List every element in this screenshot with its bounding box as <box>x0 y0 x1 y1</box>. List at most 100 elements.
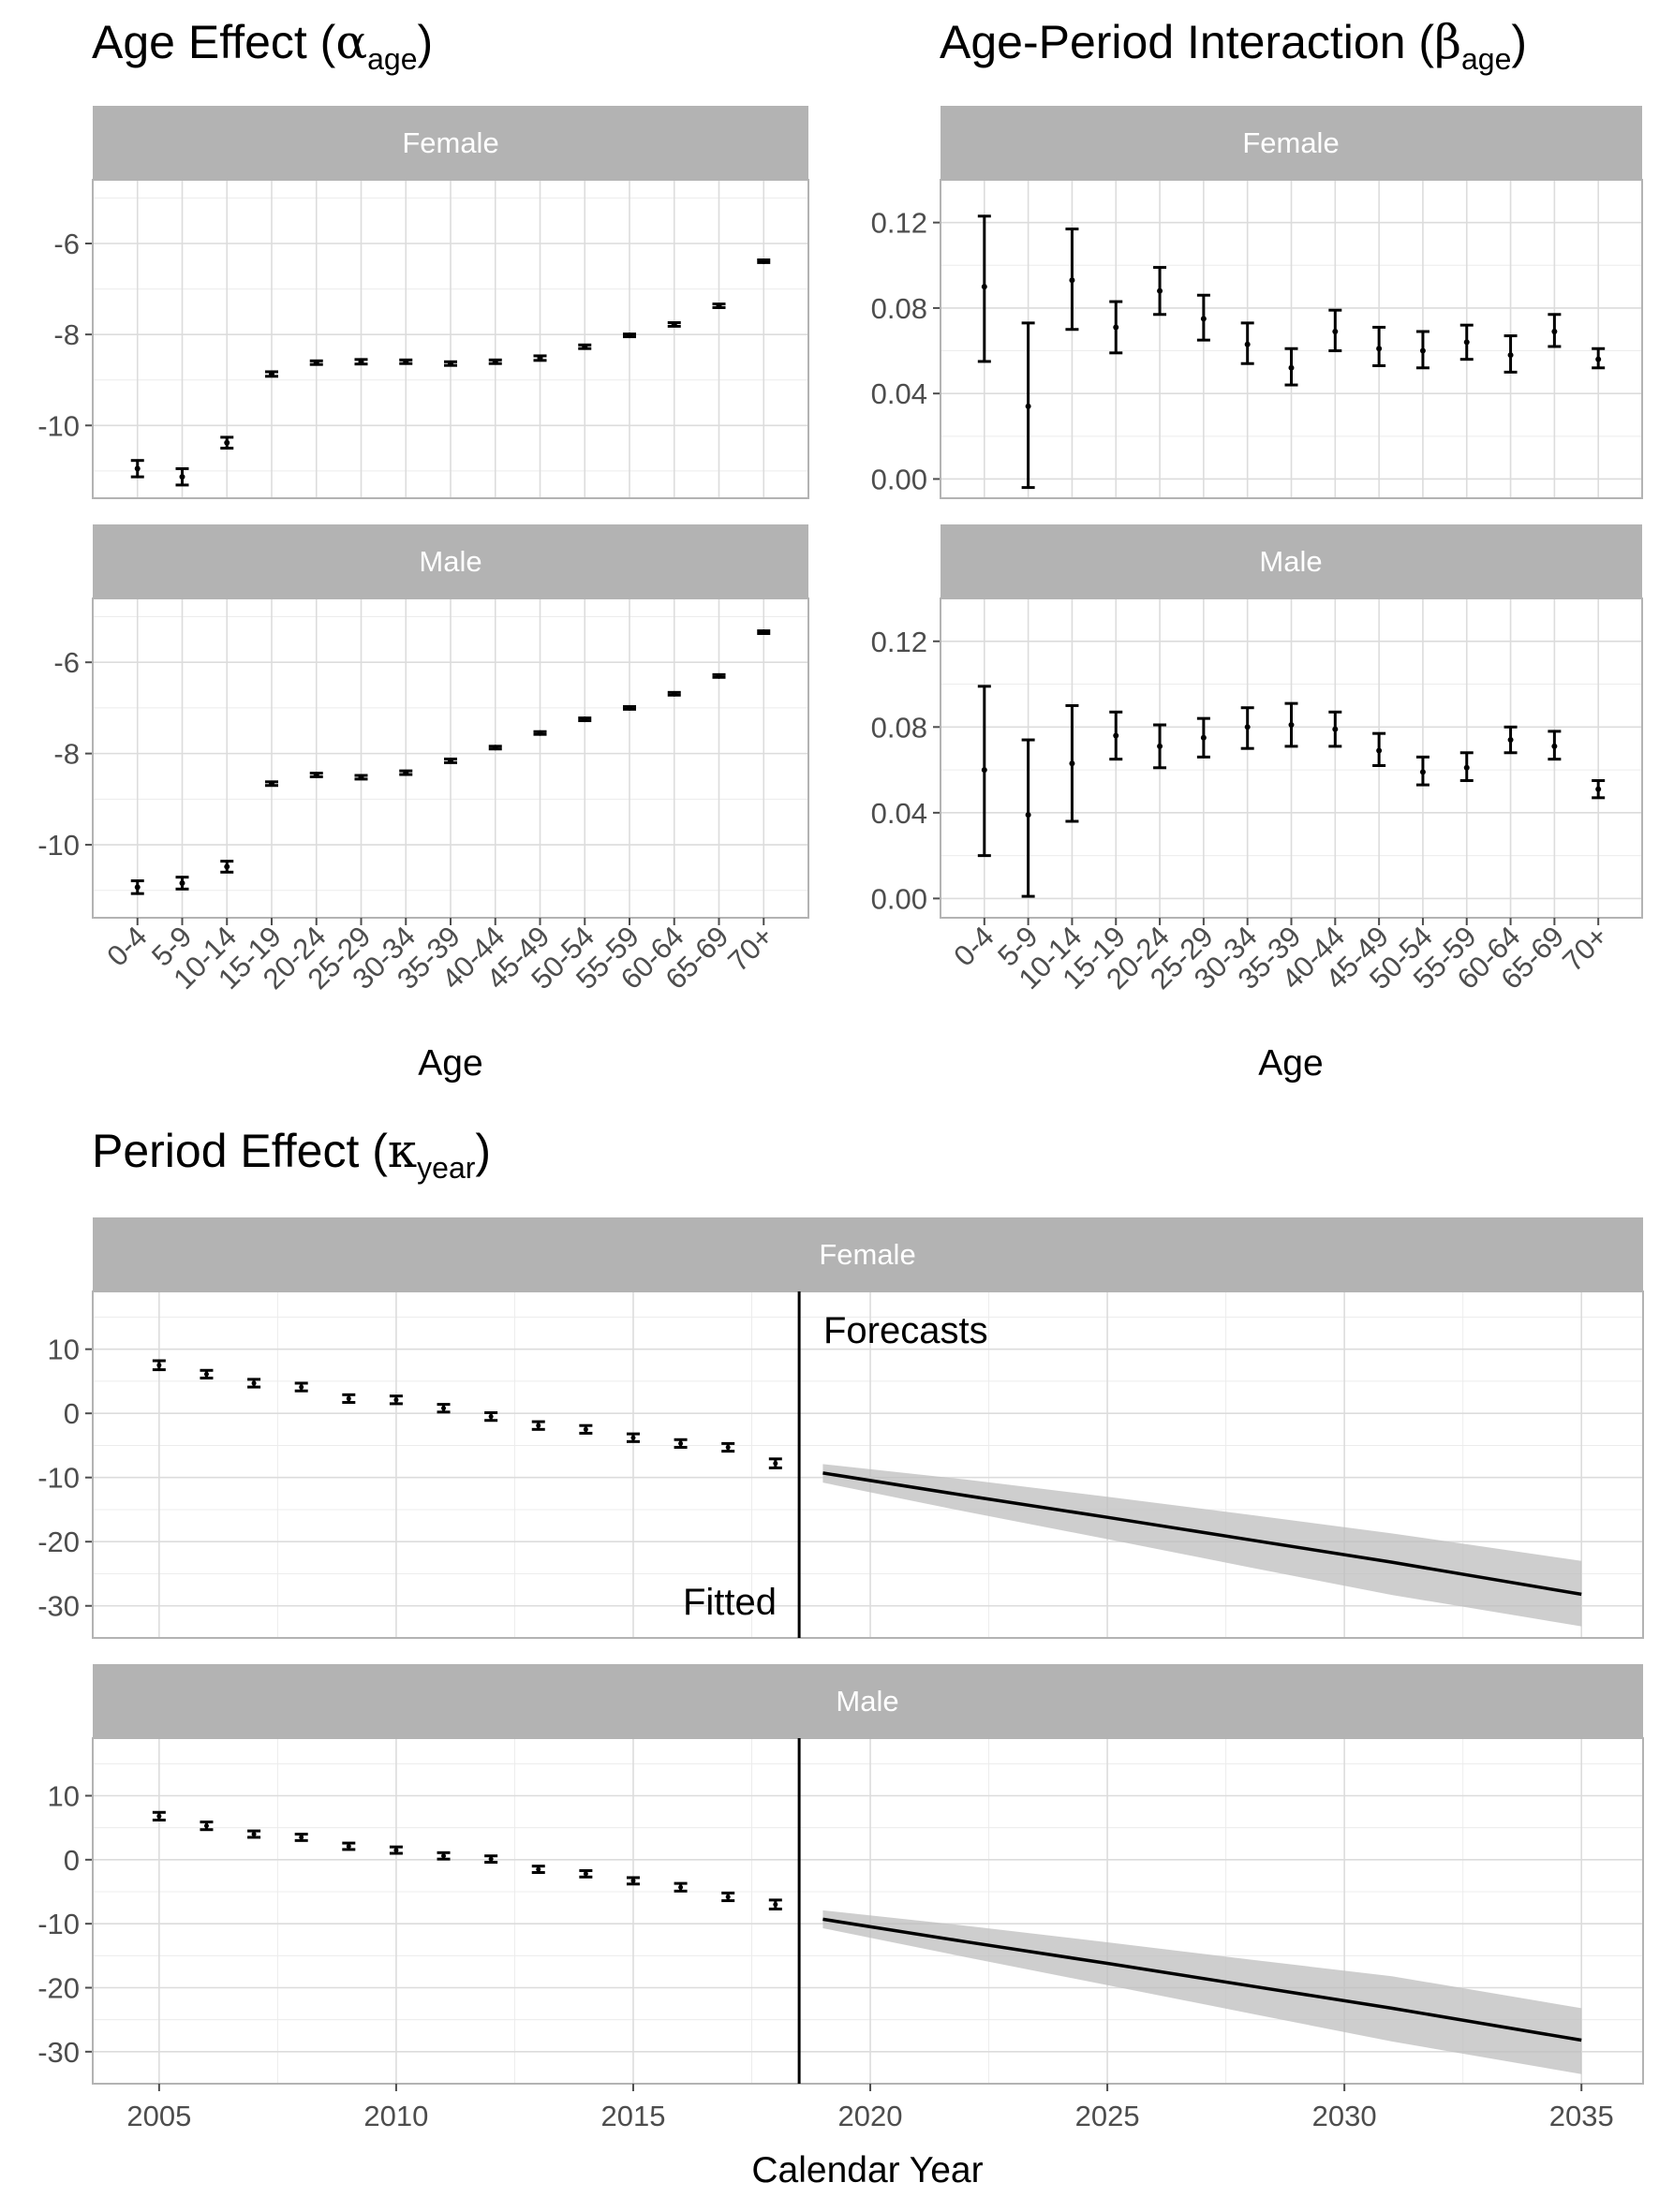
period-errorbar-2012 <box>484 1854 498 1865</box>
point <box>1288 364 1295 371</box>
strip-beta-male <box>941 524 1642 598</box>
age-effect-errorbar-30-34 <box>399 769 413 776</box>
point <box>1419 347 1426 354</box>
point <box>393 1848 399 1853</box>
period-y-tick-label: -20 <box>37 1972 80 2005</box>
period-y-tick-label: -30 <box>37 1590 80 1623</box>
age-effect-errorbar-10-14 <box>220 860 234 874</box>
age-effect-errorbar-5-9 <box>175 466 189 487</box>
point <box>203 1371 209 1377</box>
age-effect-errorbar-15-19 <box>265 780 278 788</box>
period-x-tick-label: 2015 <box>600 2100 665 2132</box>
point <box>179 879 185 886</box>
strip-period-male <box>93 1664 1643 1738</box>
age-effect-errorbar-30-34 <box>399 358 413 365</box>
point <box>1332 329 1339 335</box>
point <box>630 1878 636 1883</box>
strip-label-period-male: Male <box>836 1685 898 1718</box>
age-period-errorbar-0-4 <box>977 685 991 858</box>
point <box>346 1395 351 1401</box>
forecast-interval-band <box>822 1464 1582 1627</box>
period-errorbar-2008 <box>294 1381 308 1393</box>
age-period-errorbar-60-64 <box>1503 725 1518 755</box>
age-effect-y-tick-label: -8 <box>53 738 80 771</box>
point <box>203 1823 209 1829</box>
age-period-x-tick-label: 70+ <box>1556 920 1614 978</box>
age-period-errorbar-50-54 <box>1415 330 1429 370</box>
strip-label-period-female: Female <box>819 1238 915 1271</box>
age-effect-y-tick-label: -6 <box>53 646 80 679</box>
point <box>725 1445 731 1450</box>
period-errorbar-2009 <box>342 1841 356 1851</box>
period-errorbar-2018 <box>768 1898 782 1910</box>
age-period-y-tick-label: 0.12 <box>871 626 927 658</box>
point <box>269 780 274 787</box>
point <box>269 371 274 377</box>
age-effect-errorbar-70+ <box>757 629 771 636</box>
age-period-y-tick-label: 0.00 <box>871 882 927 915</box>
period-errorbar-2010 <box>389 1394 403 1406</box>
point <box>761 629 767 636</box>
age-period-y-tick-label: 0.08 <box>871 711 927 744</box>
point <box>671 321 677 328</box>
point <box>134 884 141 891</box>
strip-label-age-female: Female <box>402 126 498 159</box>
panel-period-male: -30 -20 -10 0 10 <box>37 1737 1644 2085</box>
age-period-y-tick-label: 0.08 <box>871 292 927 325</box>
point <box>761 258 767 264</box>
point <box>1157 743 1163 749</box>
point <box>134 465 141 472</box>
age-effect-errorbar-65-69 <box>712 672 726 679</box>
point <box>1200 734 1207 741</box>
point <box>678 1884 684 1890</box>
period-y-tick-label: 10 <box>48 1780 80 1813</box>
point <box>224 863 230 870</box>
age-effect-errorbar-35-39 <box>444 360 457 367</box>
period-y-tick-label: 0 <box>64 1844 80 1877</box>
period-x-tick-label: 2020 <box>838 2100 903 2132</box>
x-axis-period-effect: 2005 2010 2015 2020 2025 2030 2035 <box>126 2084 1614 2132</box>
point <box>224 439 230 446</box>
point <box>1025 403 1031 409</box>
period-errorbar-2010 <box>389 1845 403 1855</box>
strip-label-beta-female: Female <box>1242 126 1339 159</box>
point <box>583 1871 588 1877</box>
age-effect-errorbar-5-9 <box>175 876 189 891</box>
point <box>492 359 498 365</box>
point <box>179 474 185 480</box>
strip-label-beta-male: Male <box>1259 545 1322 578</box>
point <box>536 1866 541 1872</box>
point <box>448 361 453 367</box>
period-errorbar-2009 <box>342 1393 356 1405</box>
point <box>627 332 632 339</box>
point <box>1551 743 1558 749</box>
point <box>313 772 319 778</box>
age-effect-errorbar-55-59 <box>623 704 636 711</box>
period-errorbar-2006 <box>200 1821 214 1832</box>
point <box>537 355 543 361</box>
age-effect-errorbar-45-49 <box>533 730 547 736</box>
point <box>1595 356 1602 362</box>
x-axis-title-age-effect: Age <box>418 1043 482 1084</box>
age-period-errorbar-20-24 <box>1153 266 1167 317</box>
strip-age-female <box>93 106 808 180</box>
point <box>1069 277 1075 284</box>
x-axis-title-age-period: Age <box>1258 1043 1323 1084</box>
panel-age-female: -10 -8 -6 <box>37 179 809 499</box>
period-panel-border <box>92 1737 1644 2085</box>
age-period-errorbar-60-64 <box>1503 334 1518 374</box>
period-y-tick-label: -30 <box>37 2036 80 2069</box>
point <box>1551 329 1558 335</box>
age-effect-errorbar-45-49 <box>533 354 547 362</box>
x-axis-age-effect: 0-45-910-1415-1920-2425-2930-3435-3940-4… <box>100 918 779 995</box>
age-effect-errorbar-35-39 <box>444 757 457 764</box>
age-effect-errorbar-20-24 <box>309 772 323 778</box>
age-effect-errorbar-0-4 <box>130 879 144 895</box>
period-y-tick-label: -20 <box>37 1526 80 1558</box>
age-period-errorbar-10-14 <box>1065 227 1079 332</box>
point <box>1332 726 1339 732</box>
period-errorbar-2015 <box>626 1432 640 1443</box>
period-errorbar-2015 <box>626 1876 640 1886</box>
age-effect-errorbar-40-44 <box>488 358 502 365</box>
point <box>1244 724 1251 730</box>
